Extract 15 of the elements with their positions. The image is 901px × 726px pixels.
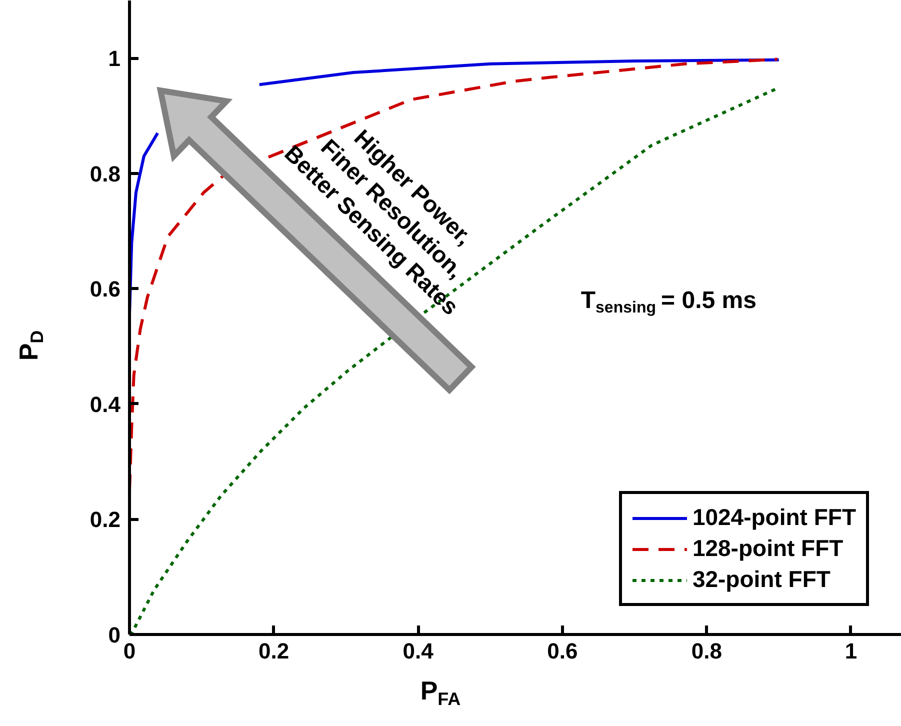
y-tick-label: 0.6: [90, 276, 121, 302]
x-tick-label: 0.8: [691, 638, 722, 664]
legend-label: 128-point FFT: [692, 535, 844, 562]
legend-label: 1024-point FFT: [692, 504, 856, 531]
x-tick-label: 0.4: [402, 638, 434, 664]
y-tick-label: 0: [108, 622, 121, 648]
x-tick-label: 0.2: [258, 638, 290, 664]
y-tick-label: 0.8: [90, 161, 121, 186]
x-tick-label: 0.6: [547, 638, 578, 664]
legend-label: 32-point FFT: [692, 566, 830, 593]
y-tick-label: 0.4: [90, 392, 122, 417]
y-tick-label: 1: [108, 46, 121, 72]
y-tick-label: 0.2: [90, 507, 121, 532]
x-tick-label: 1: [844, 638, 858, 664]
y-axis-title: PD: [14, 330, 47, 361]
